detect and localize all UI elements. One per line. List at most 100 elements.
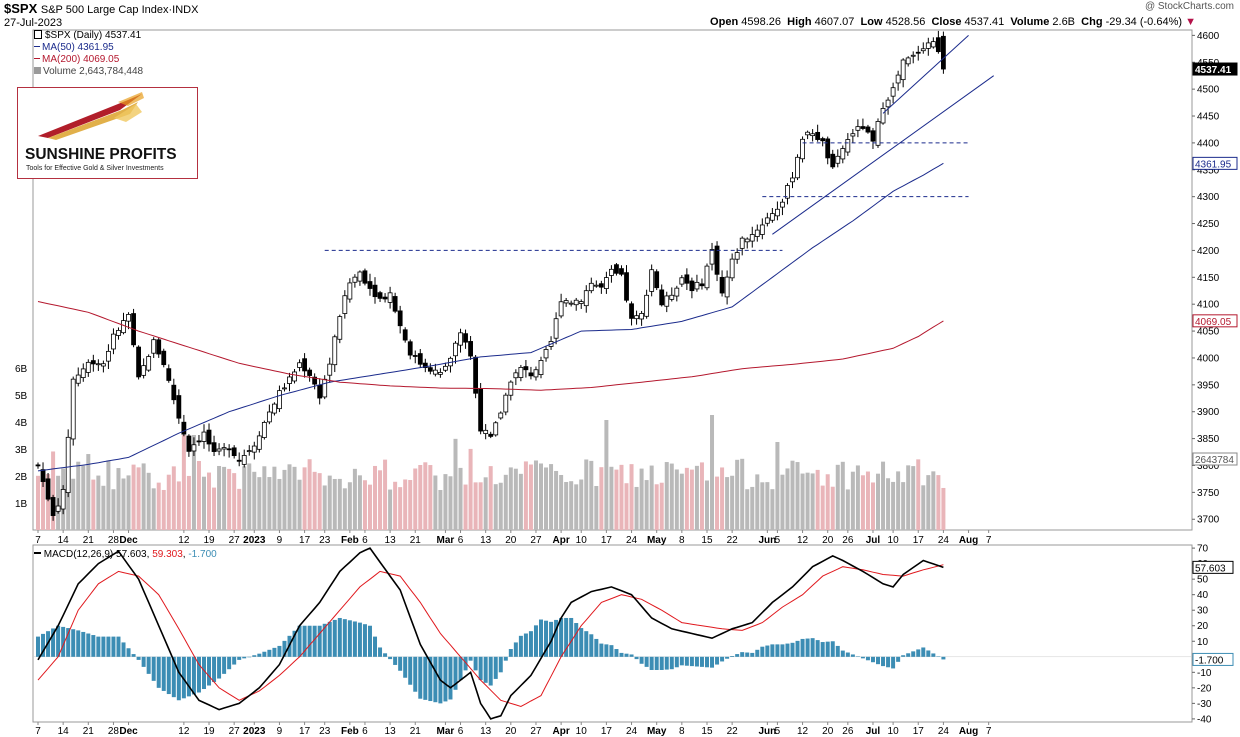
candle-body (930, 41, 936, 48)
x-tick-label: 20 (822, 726, 834, 737)
candle-body (553, 318, 559, 339)
candle-body (151, 339, 157, 354)
candle-body (382, 296, 388, 300)
macd-histogram-bar (393, 656, 398, 665)
candle-body (392, 296, 398, 312)
x-tick-label: 24 (938, 535, 950, 546)
volume-bar (438, 489, 443, 530)
candle-body (422, 362, 428, 368)
candle-body (905, 57, 911, 65)
legend-volume: Volume 2,643,784,448 (34, 65, 143, 78)
candle-body (835, 155, 841, 164)
volume-bar (357, 475, 362, 530)
volume-bar (166, 474, 171, 530)
macd-histogram-bar (388, 656, 393, 660)
candle-body (261, 422, 267, 438)
chart-date: 27-Jul-2023 (4, 17, 63, 29)
macd-y-tick-label: 70 (1197, 544, 1209, 555)
hist-value-tag: -1.700 (1195, 655, 1224, 666)
candle-body (287, 376, 292, 384)
volume-bar (699, 462, 704, 530)
candle-body (236, 459, 242, 462)
volume-bar (518, 473, 523, 530)
macd-histogram-bar (805, 638, 810, 657)
candle-body (327, 363, 333, 376)
volume-bar (684, 467, 689, 530)
x-tick-label: 17 (913, 726, 925, 737)
macd-histogram-bar (926, 650, 931, 657)
macd-histogram-bar (232, 656, 237, 665)
ma200-line (37, 301, 944, 391)
y-tick-label: 4050 (1197, 327, 1220, 338)
x-tick-label: 12 (178, 726, 190, 737)
volume-bar (704, 480, 709, 530)
close-price-tag: 4537.41 (1195, 65, 1232, 76)
macd-y-tick-label: -30 (1197, 699, 1212, 710)
macd-histogram-bar (694, 656, 699, 667)
x-tick-label: 24 (626, 535, 638, 546)
macd-histogram-bar (176, 656, 181, 701)
volume-bar (574, 484, 579, 530)
volume-tick-label: 4B (15, 418, 28, 429)
macd-histogram-bar (850, 654, 855, 657)
candle-body (920, 48, 926, 52)
candle-body (397, 310, 403, 327)
candle-body (684, 274, 690, 284)
candle-body (749, 234, 755, 242)
volume-bar (830, 486, 835, 530)
volume-bar (533, 460, 538, 530)
x-tick-label: 9 (277, 535, 283, 546)
hist-value-tag-box (1192, 652, 1234, 666)
macd-histogram-bar (604, 644, 609, 657)
chart-symbol: $SPX S&P 500 Large Cap Index·INDX (4, 1, 199, 16)
close-label: Close (931, 16, 962, 28)
volume-bar (292, 466, 297, 530)
volume-bar (810, 473, 815, 530)
candle-body (528, 372, 534, 377)
candle-body (543, 349, 549, 359)
volume-bar (156, 482, 161, 530)
macd-histogram-bar (891, 656, 896, 669)
candle-body (875, 121, 881, 146)
volume-bar (468, 448, 473, 530)
macd-value-tag: 57.603 (1195, 563, 1226, 574)
candle-body (498, 412, 504, 419)
volume-bar (539, 463, 543, 530)
candle-body (578, 301, 584, 304)
candle-body (624, 272, 629, 301)
macd-histogram-bar (820, 642, 825, 657)
x-tick-label: 22 (727, 726, 739, 737)
macd-histogram-bar (493, 656, 498, 679)
chg-label: Chg (1081, 16, 1103, 28)
macd-histogram-bar (715, 656, 720, 665)
macd-histogram-bar (242, 656, 247, 659)
x-tick-label: 27 (530, 726, 542, 737)
candle-body (614, 264, 619, 274)
x-tick-label: 28 (108, 726, 120, 737)
macd-histogram-bar (36, 636, 40, 657)
x-tick-label: 21 (410, 726, 422, 737)
macd-histogram-bar (212, 656, 217, 683)
volume-bar (242, 466, 247, 530)
volume-bar (237, 488, 242, 530)
volume-bar (689, 469, 694, 530)
macd-histogram-bar (881, 656, 886, 667)
macd-y-tick-label: -10 (1197, 668, 1212, 679)
legend-ma50: MA(50) 4361.95 (34, 41, 114, 54)
macd-histogram-bar (559, 617, 564, 657)
ohlc-readout: Open 4598.26 High 4607.07 Low 4528.56 Cl… (710, 16, 1196, 28)
volume-bar (528, 464, 533, 530)
macd-histogram-bar (669, 656, 674, 670)
volume-bar (659, 482, 664, 530)
macd-histogram-bar (936, 656, 941, 657)
volume-bar (498, 482, 503, 530)
trendline (772, 75, 994, 235)
macd-histogram-bar (704, 656, 709, 668)
x-tick-label: 17 (601, 535, 613, 546)
x-tick-label: 7 (35, 726, 41, 737)
candle-body (820, 138, 826, 142)
macd-histogram-bar (488, 656, 493, 686)
volume-bar (870, 482, 875, 530)
y-tick-label: 4150 (1197, 273, 1220, 284)
volume-bar (247, 463, 252, 530)
